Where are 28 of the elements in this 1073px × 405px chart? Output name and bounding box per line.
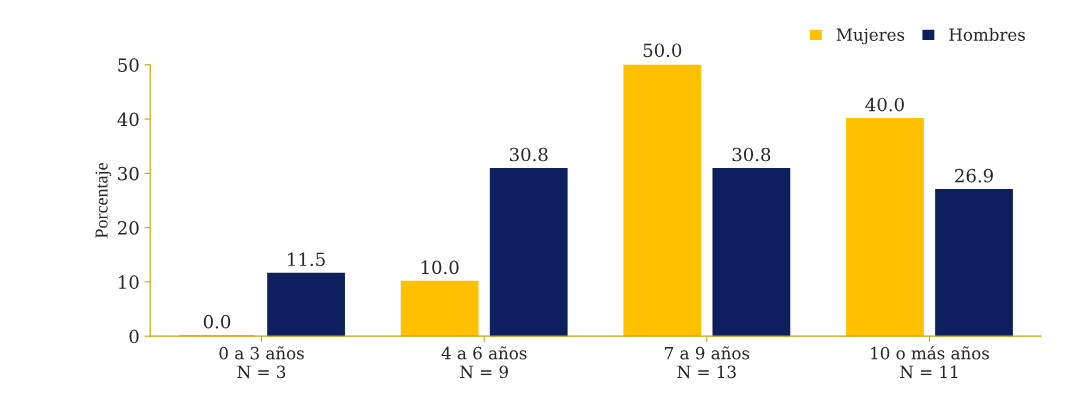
bar [267, 272, 345, 337]
y-tick-label: 0 [129, 329, 139, 344]
legend-label: Hombres [949, 28, 1025, 41]
y-tick-label: 40 [117, 112, 139, 127]
data-label: 11.5 [288, 252, 325, 267]
data-label: 10.0 [421, 260, 459, 275]
data-label: 30.8 [732, 147, 771, 162]
y-tick-label: 50 [118, 58, 139, 72]
bar [935, 189, 1013, 337]
data-label: 26.9 [955, 168, 993, 183]
x-tick-label: 4 a 6 años N = 9 [441, 346, 527, 379]
bar [489, 167, 568, 337]
bar [712, 167, 791, 337]
x-tick-label: 7 a 9 años N = 13 [665, 346, 750, 379]
data-label: 30.8 [510, 147, 548, 162]
x-tick-label: 0 a 3 años N = 3 [219, 346, 304, 379]
bar [623, 64, 702, 337]
data-label: 50.0 [643, 43, 682, 58]
data-label: 0.0 [203, 314, 231, 329]
y-axis-title: Porcentaje [95, 163, 112, 239]
legend-label: Mujeres [836, 28, 905, 45]
x-tick-label: 10 o más años N = 11 [871, 345, 989, 379]
bar [846, 118, 924, 337]
data-label: 40.0 [865, 97, 904, 112]
y-tick-label: 10 [119, 275, 139, 289]
y-tick-label: 30 [118, 166, 139, 181]
y-tick-label: 20 [118, 221, 139, 235]
bar [400, 280, 479, 337]
